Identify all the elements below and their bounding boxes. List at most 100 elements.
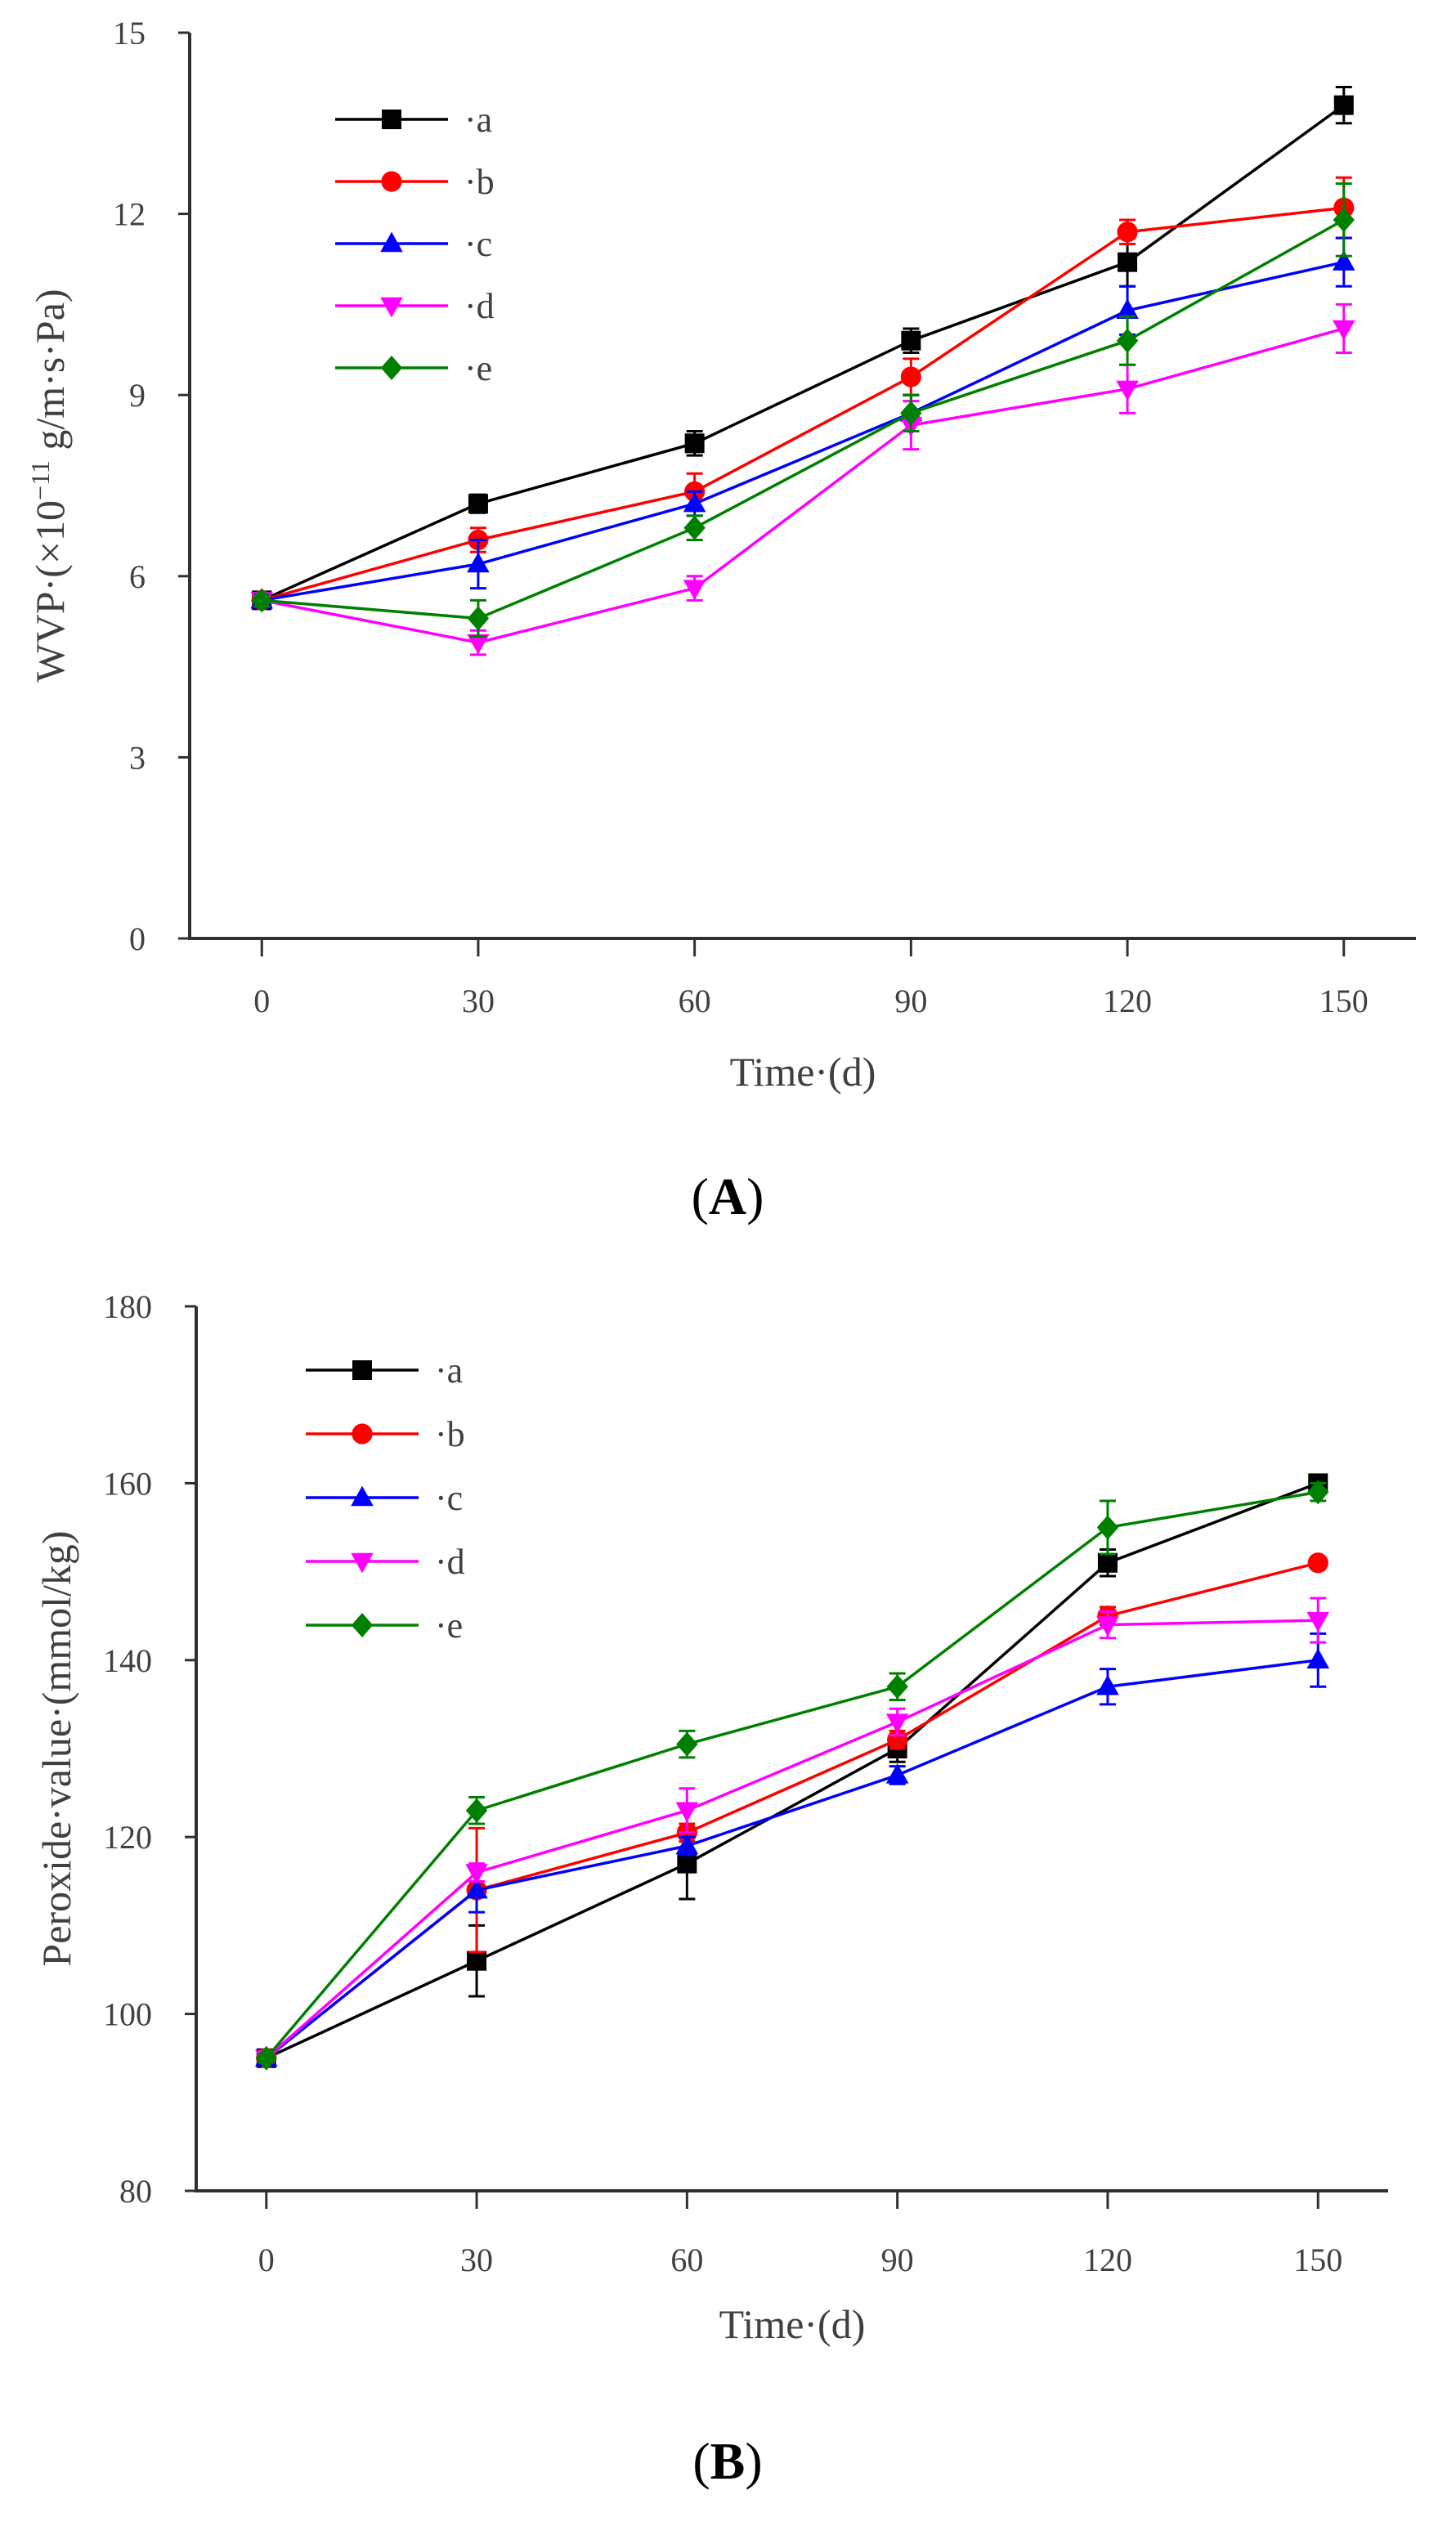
data-point-e [467,606,490,631]
data-point-e [251,588,273,613]
legend-marker-a [352,1360,372,1380]
data-point-c [683,491,706,513]
data-point-d [885,1713,909,1734]
x-tick-label: 120 [1103,983,1152,1019]
series-line-d [261,327,1345,644]
y-tick-label: 100 [103,1996,152,2033]
data-point-c [467,552,490,573]
x-tick-label: 30 [460,2242,493,2278]
y-tick-label: 180 [103,1288,152,1325]
x-tick-label: 30 [462,983,495,1019]
series-e [255,1480,1329,2071]
y-tick-label: 3 [129,739,146,776]
data-point-e [683,515,706,540]
data-point-e [465,1798,488,1823]
data-point-b [1117,222,1138,243]
series-line-a [266,1481,1319,2060]
legend-marker-c [351,1485,374,1507]
legend-marker-e [351,1613,374,1637]
series-line-b [261,206,1344,602]
data-point-e [676,1731,698,1757]
legend-marker-e [380,356,403,380]
legend-label-c: ·c [464,224,492,264]
x-tick-label: 60 [679,983,711,1019]
x-axis-title: Time·(d) [730,1049,876,1095]
data-point-e [1096,1515,1119,1540]
y-tick-label: 12 [113,196,146,233]
series-line-d [265,1619,1319,2060]
legend-marker-d [380,297,403,318]
series-c [254,1632,1330,2067]
data-point-e [1333,207,1355,232]
series-e [251,182,1355,638]
x-tick-label: 150 [1293,2242,1342,2278]
data-point-a [684,433,705,454]
data-point-c [1332,250,1355,271]
y-tick-label: 80 [119,2173,152,2210]
data-point-a [1097,1552,1118,1573]
data-point-d [1096,1616,1119,1637]
legend-marker-b [381,171,402,192]
legend-label-d: ·d [435,1542,465,1582]
data-point-b [900,366,921,387]
data-point-e [255,2045,277,2071]
legend: ·a ·b ·c ·d ·e [306,1350,465,1646]
data-point-a [1118,252,1138,272]
y-tick-label: 9 [129,377,146,414]
legend-label-e: ·e [464,348,492,388]
legend-label-b: ·b [435,1414,465,1454]
data-point-d [683,580,706,600]
y-tick-label: 140 [103,1642,152,1679]
data-point-c [675,1834,699,1855]
data-point-d [1116,380,1139,401]
x-tick-label: 90 [894,983,927,1019]
legend-marker-c [380,231,403,253]
data-point-e [1307,1480,1329,1505]
data-point-a [677,1853,697,1874]
series-line-a [261,104,1345,602]
legend-label-b: ·b [464,162,495,202]
series-d [254,1597,1330,2071]
legend-marker-b [352,1423,373,1444]
y-axis-title: Peroxide·value·(mmol/kg) [34,1530,79,1966]
data-point-e [1116,328,1139,353]
legend-label-e: ·e [435,1606,463,1646]
series-line-e [265,1490,1319,2059]
y-tick-label: 160 [103,1465,152,1502]
data-point-a [467,1951,487,1971]
panel-label-a: (A) [692,1167,764,1225]
chart-panel-b: 80 100 120 140 160 180 0 30 60 90 120 150 Time·(d) Pe… [34,1288,1388,2490]
data-point-a [468,494,488,514]
data-point-e [886,1674,908,1700]
data-point-c [1306,1648,1330,1668]
data-point-e [900,401,922,426]
x-tick-label: 150 [1319,983,1369,1019]
data-point-c [1116,298,1139,319]
legend: ·a ·b ·c ·d ·e [335,100,495,388]
x-tick-label: 90 [881,2242,914,2278]
y-tick-label: 6 [129,558,146,595]
x-tick-label: 0 [258,2242,275,2278]
y-tick-label: 0 [129,920,146,957]
x-tick-label: 60 [670,2242,703,2278]
legend-marker-d [351,1552,374,1574]
x-tick-label: 0 [253,983,270,1019]
data-point-d [675,1802,699,1823]
series-line-c [261,260,1345,602]
series-line-c [265,1659,1319,2060]
data-point-c [1096,1674,1119,1695]
series-d [250,302,1355,656]
legend-label-c: ·c [435,1478,463,1518]
x-axis-title: Time·(d) [719,2301,866,2347]
x-tick-label: 120 [1083,2242,1132,2278]
panel-label-b: (B) [692,2432,762,2490]
legend-marker-a [382,110,401,129]
legend-label-a: ·a [435,1350,463,1391]
data-point-d [1332,320,1355,341]
legend-label-d: ·d [464,286,495,326]
legend-label-a: ·a [464,100,492,140]
series-a [252,85,1354,611]
y-tick-label: 120 [103,1819,152,1856]
